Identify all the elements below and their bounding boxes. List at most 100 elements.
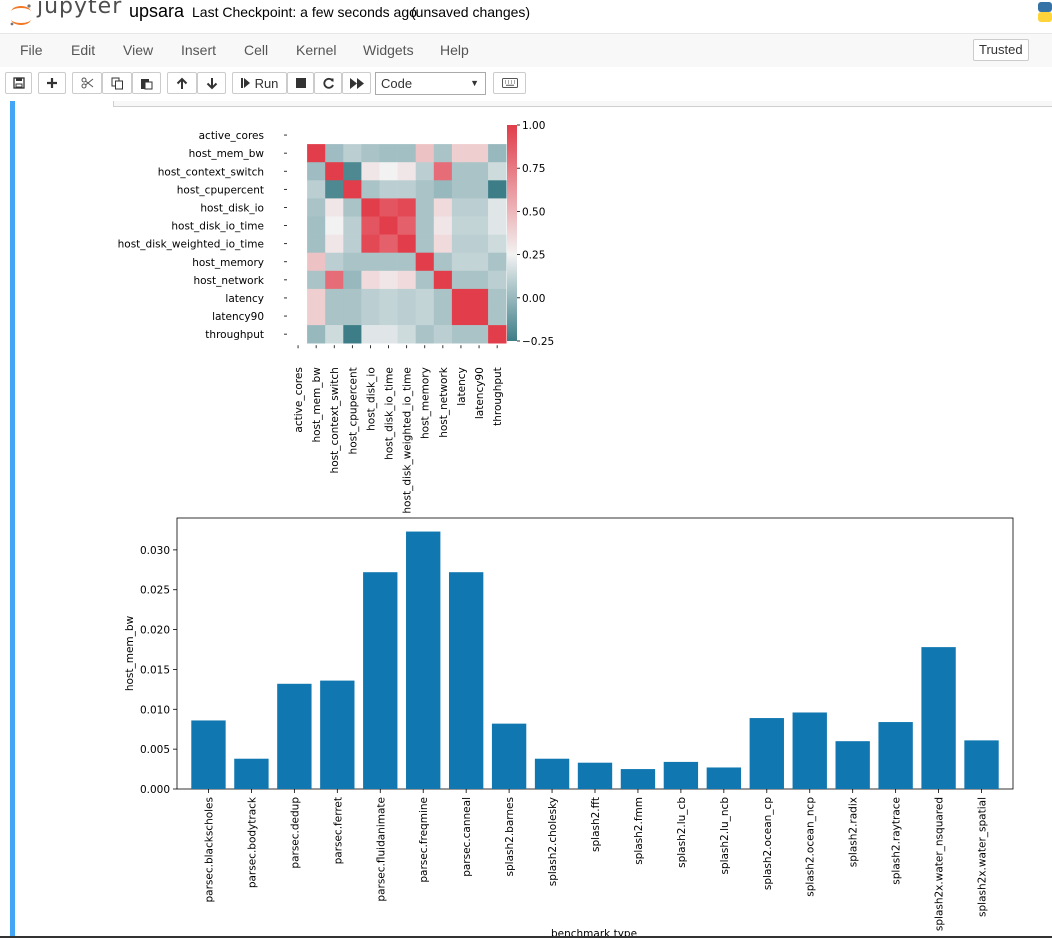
copy-button[interactable]: [102, 72, 132, 94]
heatmap-row-label: host_mem_bw: [189, 148, 265, 160]
heatmap-cell: [307, 252, 326, 272]
heatmap-col-label: host_disk_io: [365, 367, 377, 431]
restart-run-all-button[interactable]: [342, 72, 371, 94]
heatmap-cell: [451, 198, 471, 217]
jupyter-logo-icon[interactable]: [8, 2, 34, 28]
heatmap-cell: [415, 162, 435, 181]
save-button[interactable]: [5, 72, 32, 94]
heatmap-cell: [415, 216, 435, 235]
heatmap-cell: [433, 180, 453, 199]
heatmap-cell: [361, 162, 380, 181]
python-kernel-icon: [1038, 2, 1052, 22]
move-up-button[interactable]: [167, 72, 197, 94]
colorbar-tick-label: 0.50: [522, 206, 545, 218]
restart-kernel-button[interactable]: [314, 72, 342, 94]
x-tick-label: parsec.bodytrack: [246, 796, 258, 888]
insert-cell-button[interactable]: [38, 72, 66, 94]
move-down-button[interactable]: [197, 72, 226, 94]
menu-cell[interactable]: Cell: [244, 42, 269, 58]
bar-chart: parsec.blackscholes parsec.bodytrack parse…: [124, 517, 1014, 938]
heatmap-cell: [415, 270, 435, 290]
bar: [448, 572, 484, 789]
menu-view[interactable]: View: [123, 42, 154, 58]
heatmap-cell: [307, 198, 326, 217]
heatmap-col-label: host_disk_io_time: [384, 367, 396, 460]
bar: [277, 683, 312, 789]
heatmap-cell: [488, 144, 507, 163]
heatmap-col-label: host_memory: [420, 367, 432, 439]
heatmap-row-label: latency: [225, 293, 264, 305]
menu-edit[interactable]: Edit: [71, 42, 96, 58]
x-tick-label: parsec.blackscholes: [203, 797, 215, 903]
menu-widgets[interactable]: Widgets: [363, 42, 414, 58]
heatmap-cell: [325, 216, 344, 235]
heatmap-cell: [379, 198, 398, 217]
x-tick-label: splash2x.water_nsquared: [934, 797, 946, 931]
autosave-status: (unsaved changes): [411, 4, 531, 20]
heatmap-cell: [307, 288, 326, 308]
menu-help[interactable]: Help: [440, 42, 469, 58]
heatmap-cell: [470, 325, 489, 344]
run-button[interactable]: Run: [232, 72, 287, 94]
heatmap-cell: [488, 307, 507, 326]
heatmap-cell: [361, 198, 380, 217]
heatmap-cell: [451, 216, 471, 235]
heatmap-col-label: host_mem_bw: [311, 367, 323, 443]
heatmap-cell: [451, 234, 471, 253]
interrupt-kernel-button[interactable]: [287, 72, 314, 94]
y-tick-label: 0.000: [140, 784, 170, 796]
heatmap-cell: [361, 180, 380, 199]
heatmap-cell: [379, 325, 398, 344]
save-icon: [12, 77, 25, 89]
menu-insert[interactable]: Insert: [181, 42, 217, 58]
heatmap-cell: [415, 198, 435, 217]
heatmap-cell: [397, 144, 416, 163]
heatmap-cell: [379, 216, 398, 235]
menubar: File Edit View Insert Cell Kernel Widget…: [0, 33, 1052, 68]
heatmap-cell: [343, 144, 362, 163]
heatmap-cell: [343, 216, 362, 235]
cut-button[interactable]: [72, 72, 102, 94]
code-cell-input[interactable]: [113, 101, 1052, 107]
heatmap-row-label: latency90: [212, 311, 264, 323]
jupyter-logo-text: jupyter: [37, 0, 123, 19]
heatmap-cell: [361, 325, 380, 344]
menu-file[interactable]: File: [20, 42, 43, 58]
notebook-name[interactable]: upsara: [129, 1, 185, 21]
heatmap-cell: [470, 198, 489, 217]
heatmap-cell: [433, 198, 453, 217]
heatmap-cell: [415, 307, 435, 326]
heatmap-cell: [488, 325, 507, 344]
arrow-down-icon: [206, 77, 217, 89]
x-tick-label: splash2.fft: [590, 797, 602, 852]
y-tick-label: 0.015: [140, 664, 170, 676]
heatmap-col-label: latency90: [474, 367, 486, 419]
heatmap-col-label: host_disk_weighted_io_time: [402, 367, 414, 513]
x-tick-label: splash2.barnes: [504, 797, 516, 876]
heatmap-cell: [470, 270, 489, 290]
heatmap-cell: [415, 144, 435, 163]
x-tick-label: parsec.canneal: [461, 797, 473, 877]
heatmap-cell: [470, 288, 489, 308]
heatmap-cell: [397, 325, 416, 344]
cell-output: active_cores host_mem_bw host_context_swit…: [118, 120, 1014, 938]
cell-type-select[interactable]: Code ▼: [375, 72, 486, 95]
heatmap-cell: [325, 252, 344, 272]
trusted-indicator[interactable]: Trusted: [973, 39, 1029, 61]
heatmap-cell: [325, 198, 344, 217]
refresh-icon: [322, 77, 334, 89]
heatmap-cell: [379, 234, 398, 253]
heatmap-cell: [470, 180, 489, 199]
colorbar-tick-label: −0.25: [522, 336, 554, 348]
command-palette-button[interactable]: [493, 72, 526, 94]
bar: [491, 723, 527, 789]
heatmap-cell: [307, 144, 326, 163]
x-tick-label: splash2.lu_cb: [676, 797, 688, 868]
menu-kernel[interactable]: Kernel: [296, 42, 337, 58]
keyboard-icon: [501, 78, 518, 88]
paste-button[interactable]: [132, 72, 161, 94]
heatmap-col-label: latency: [456, 367, 468, 406]
heatmap-cell: [488, 270, 507, 290]
heatmap-cell: [415, 325, 435, 344]
heatmap-cell: [397, 216, 416, 235]
